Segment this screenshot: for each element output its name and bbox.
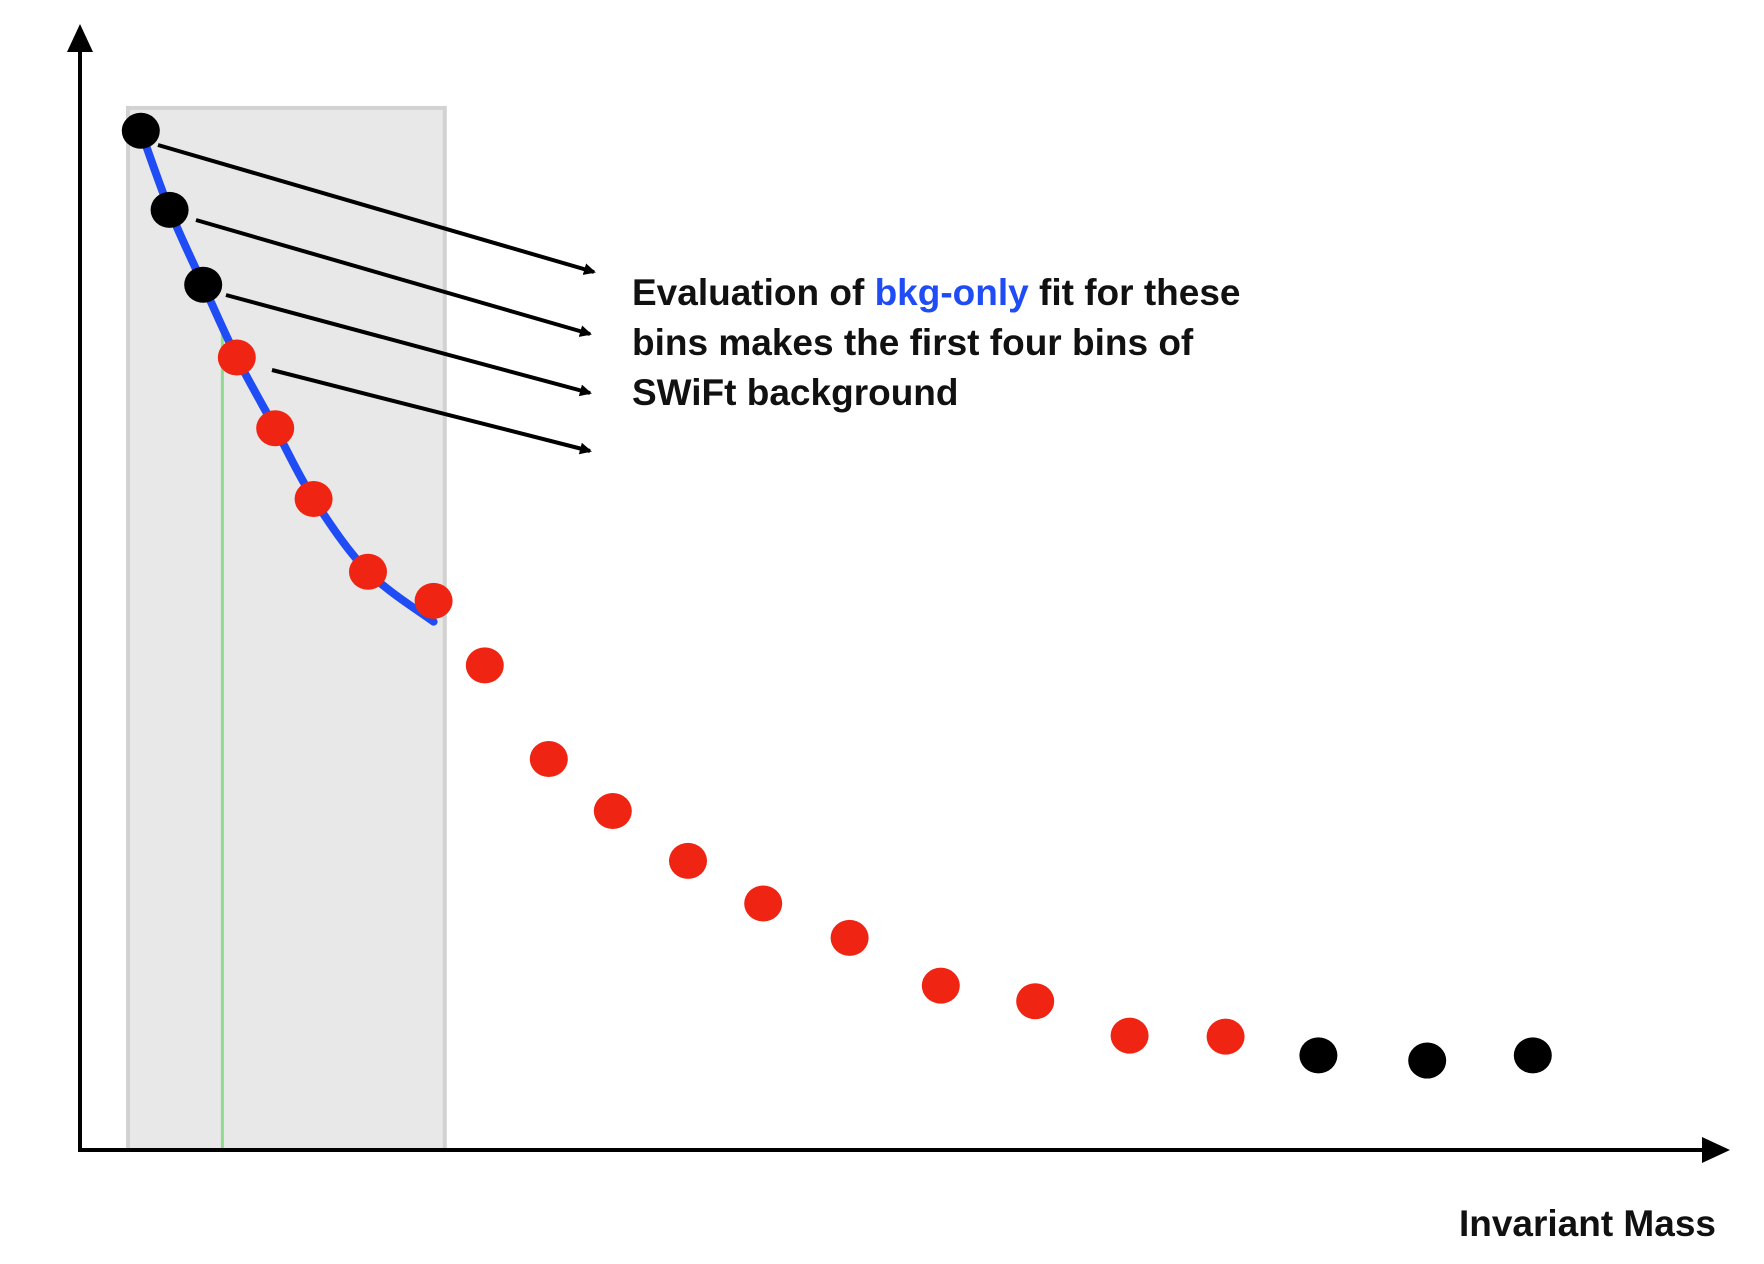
red-data-point (669, 842, 707, 879)
red-data-point (414, 582, 453, 619)
red-data-point (1110, 1017, 1149, 1054)
x-axis-arrowhead (1702, 1137, 1730, 1163)
annotation-line-3: SWiFt background (632, 372, 959, 413)
annotation-line-1: Evaluation of bkg-only fit for these (632, 268, 1352, 318)
annotation-line-1-pre: Evaluation of (632, 272, 875, 313)
red-data-point (294, 480, 333, 517)
annotation-arrow (225, 293, 592, 397)
black-data-point (1513, 1037, 1552, 1074)
black-data-point (150, 191, 189, 228)
black-data-point (121, 112, 160, 149)
red-data-point (921, 967, 960, 1004)
red-data-point (744, 885, 783, 922)
red-data-point (1206, 1018, 1245, 1055)
annotation-arrow (195, 218, 592, 337)
red-data-point (217, 339, 256, 376)
y-axis-arrowhead (67, 24, 93, 52)
red-data-point (465, 647, 504, 684)
red-data-point (830, 919, 869, 956)
annotation-line-1-post: fit for these (1028, 272, 1241, 313)
data-points (121, 112, 1552, 1079)
red-data-point (1016, 983, 1055, 1020)
annotation-text: Evaluation of bkg-only fit for these bin… (632, 268, 1352, 418)
red-data-point (256, 410, 295, 447)
red-data-point (529, 740, 568, 777)
bkg-only-highlight: bkg-only (874, 272, 1029, 313)
annotation-arrow (271, 368, 592, 455)
axes (67, 24, 1730, 1163)
black-data-point (184, 266, 223, 303)
annotation-line-2: bins makes the first four bins of (632, 322, 1194, 363)
x-axis-label: Invariant Mass (1458, 1203, 1716, 1244)
black-data-point (1299, 1037, 1338, 1074)
annotation-arrow (157, 143, 596, 275)
annotation-arrows (157, 143, 596, 455)
black-data-point (1408, 1042, 1447, 1079)
red-data-point (349, 553, 387, 590)
red-data-point (593, 792, 632, 829)
fit-window-region (126, 105, 447, 1152)
